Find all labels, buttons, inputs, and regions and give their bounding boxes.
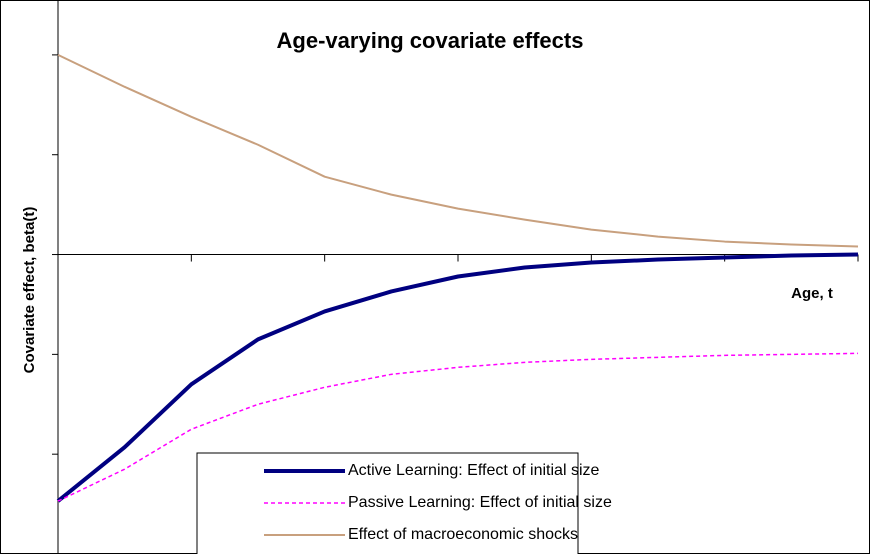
chart-title: Age-varying covariate effects xyxy=(277,28,584,53)
legend-label: Passive Learning: Effect of initial size xyxy=(348,494,612,511)
x-axis-label: Age, t xyxy=(791,285,833,302)
line-series xyxy=(57,352,859,502)
legend-label: Active Learning: Effect of initial size xyxy=(348,462,599,479)
legend-label: Effect of macroeconomic shocks xyxy=(348,526,578,543)
y-axis-label: Covariate effect, beta(t) xyxy=(21,207,38,374)
legend: Active Learning: Effect of initial size P… xyxy=(196,452,612,554)
line-series xyxy=(56,252,859,503)
legend-box xyxy=(196,452,579,554)
line-series xyxy=(57,53,859,248)
